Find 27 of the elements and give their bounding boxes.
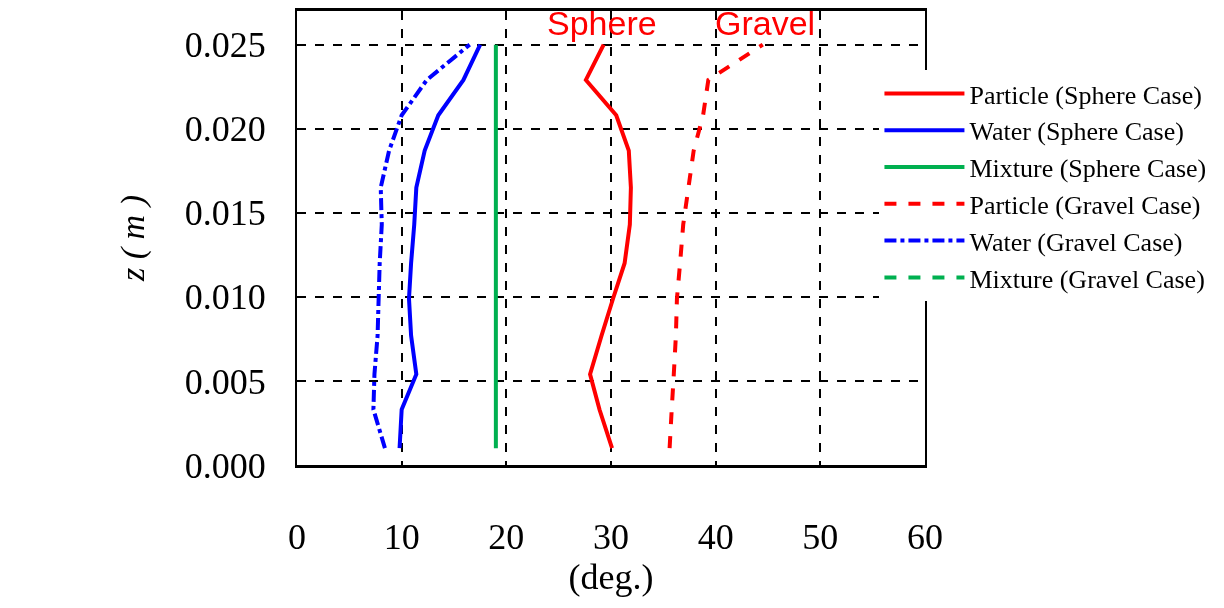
- x-tick-label: 0: [288, 517, 306, 558]
- x-tick-label: 30: [593, 517, 629, 558]
- line-series: [583, 42, 633, 451]
- annotation: Gravel: [715, 4, 816, 42]
- x-tick-label: 60: [907, 517, 943, 558]
- legend-label: Mixture (Sphere Case): [969, 154, 1207, 184]
- legend-label: Particle (Gravel Case): [969, 190, 1201, 220]
- annotation: Sphere: [547, 4, 657, 42]
- y-tick-label: 0.000: [184, 445, 266, 486]
- y-axis-title: z ( m ): [113, 195, 152, 282]
- y-tick-label: 0.005: [184, 361, 266, 402]
- line-series: [397, 42, 483, 451]
- y-tick-label: 0.010: [184, 277, 266, 318]
- line-series: [667, 42, 765, 451]
- x-axis-title: (deg.): [568, 557, 654, 598]
- x-tick-label: 20: [488, 517, 525, 558]
- legend-label: Water (Gravel Case): [969, 227, 1183, 257]
- y-tick-label: 0.025: [184, 25, 266, 66]
- y-tick-label: 0.015: [184, 193, 266, 234]
- legend-label: Mixture (Gravel Case): [969, 264, 1205, 294]
- x-tick-label: 10: [383, 517, 420, 558]
- line-series: [371, 42, 472, 451]
- legend-label: Water (Sphere Case): [969, 117, 1184, 147]
- x-tick-label: 40: [697, 517, 734, 558]
- legend-label: Particle (Sphere Case): [969, 80, 1202, 110]
- x-tick-label: 50: [802, 517, 839, 558]
- y-tick-label: 0.020: [184, 109, 266, 150]
